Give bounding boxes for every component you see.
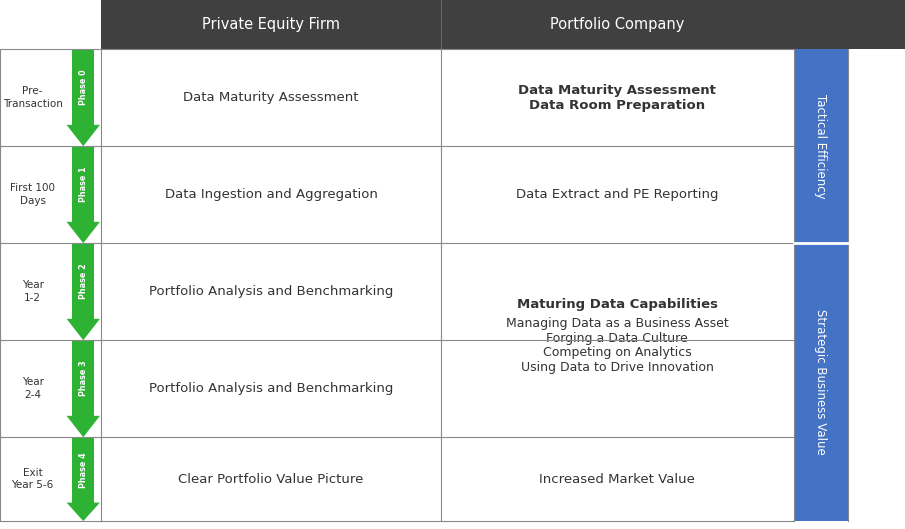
Bar	[794, 49, 848, 243]
Text: Phase 4: Phase 4	[79, 452, 88, 488]
Text: Exit
Year 5-6: Exit Year 5-6	[12, 468, 53, 490]
Text: Portfolio Analysis and Benchmarking: Portfolio Analysis and Benchmarking	[148, 382, 394, 395]
Polygon shape	[67, 125, 100, 146]
Polygon shape	[67, 416, 100, 437]
Text: Managing Data as a Business Asset: Managing Data as a Business Asset	[506, 317, 729, 330]
Text: Data Ingestion and Aggregation: Data Ingestion and Aggregation	[165, 188, 377, 201]
Text: Private Equity Firm: Private Equity Firm	[202, 17, 340, 32]
Text: Phase 1: Phase 1	[79, 166, 88, 202]
Bar	[0, 0, 101, 49]
Bar	[441, 146, 794, 243]
Bar	[101, 340, 441, 437]
Text: Using Data to Drive Innovation: Using Data to Drive Innovation	[520, 361, 714, 374]
Text: Portfolio Analysis and Benchmarking: Portfolio Analysis and Benchmarking	[148, 285, 394, 298]
Text: Phase 2: Phase 2	[79, 263, 88, 299]
Text: Pre-
Transaction: Pre- Transaction	[3, 87, 62, 109]
Text: Tactical Efficiency: Tactical Efficiency	[814, 94, 827, 198]
Text: Forging a Data Culture: Forging a Data Culture	[547, 332, 688, 344]
Text: Phase 0: Phase 0	[79, 69, 88, 105]
Bar	[72, 49, 94, 125]
Text: Strategic Business Value: Strategic Business Value	[814, 309, 827, 455]
Text: Competing on Analytics: Competing on Analytics	[543, 346, 691, 359]
Bar	[72, 243, 94, 319]
Text: Increased Market Value: Increased Market Value	[539, 472, 695, 486]
Text: Phase 3: Phase 3	[79, 360, 88, 396]
Bar	[441, 49, 794, 146]
Bar	[0, 0, 905, 49]
Polygon shape	[67, 503, 100, 521]
Text: Clear Portfolio Value Picture: Clear Portfolio Value Picture	[178, 472, 364, 486]
Text: First 100
Days: First 100 Days	[10, 184, 55, 206]
Bar	[101, 243, 441, 340]
Bar	[72, 437, 94, 503]
Bar	[441, 437, 794, 521]
Polygon shape	[67, 222, 100, 243]
Text: Data Extract and PE Reporting: Data Extract and PE Reporting	[516, 188, 719, 201]
Text: Portfolio Company: Portfolio Company	[550, 17, 684, 32]
Bar	[101, 437, 441, 521]
Bar	[101, 49, 441, 146]
Bar	[794, 243, 848, 521]
Text: Maturing Data Capabilities: Maturing Data Capabilities	[517, 298, 718, 311]
Text: Year
2-4: Year 2-4	[22, 378, 43, 400]
Polygon shape	[67, 319, 100, 340]
Text: Year
1-2: Year 1-2	[22, 280, 43, 303]
Text: Data Maturity Assessment
Data Room Preparation: Data Maturity Assessment Data Room Prepa…	[519, 84, 716, 112]
Text: Data Maturity Assessment: Data Maturity Assessment	[184, 91, 358, 104]
Bar	[101, 146, 441, 243]
Bar	[72, 340, 94, 416]
Bar	[441, 340, 794, 437]
Bar	[72, 146, 94, 222]
Bar	[441, 243, 794, 340]
